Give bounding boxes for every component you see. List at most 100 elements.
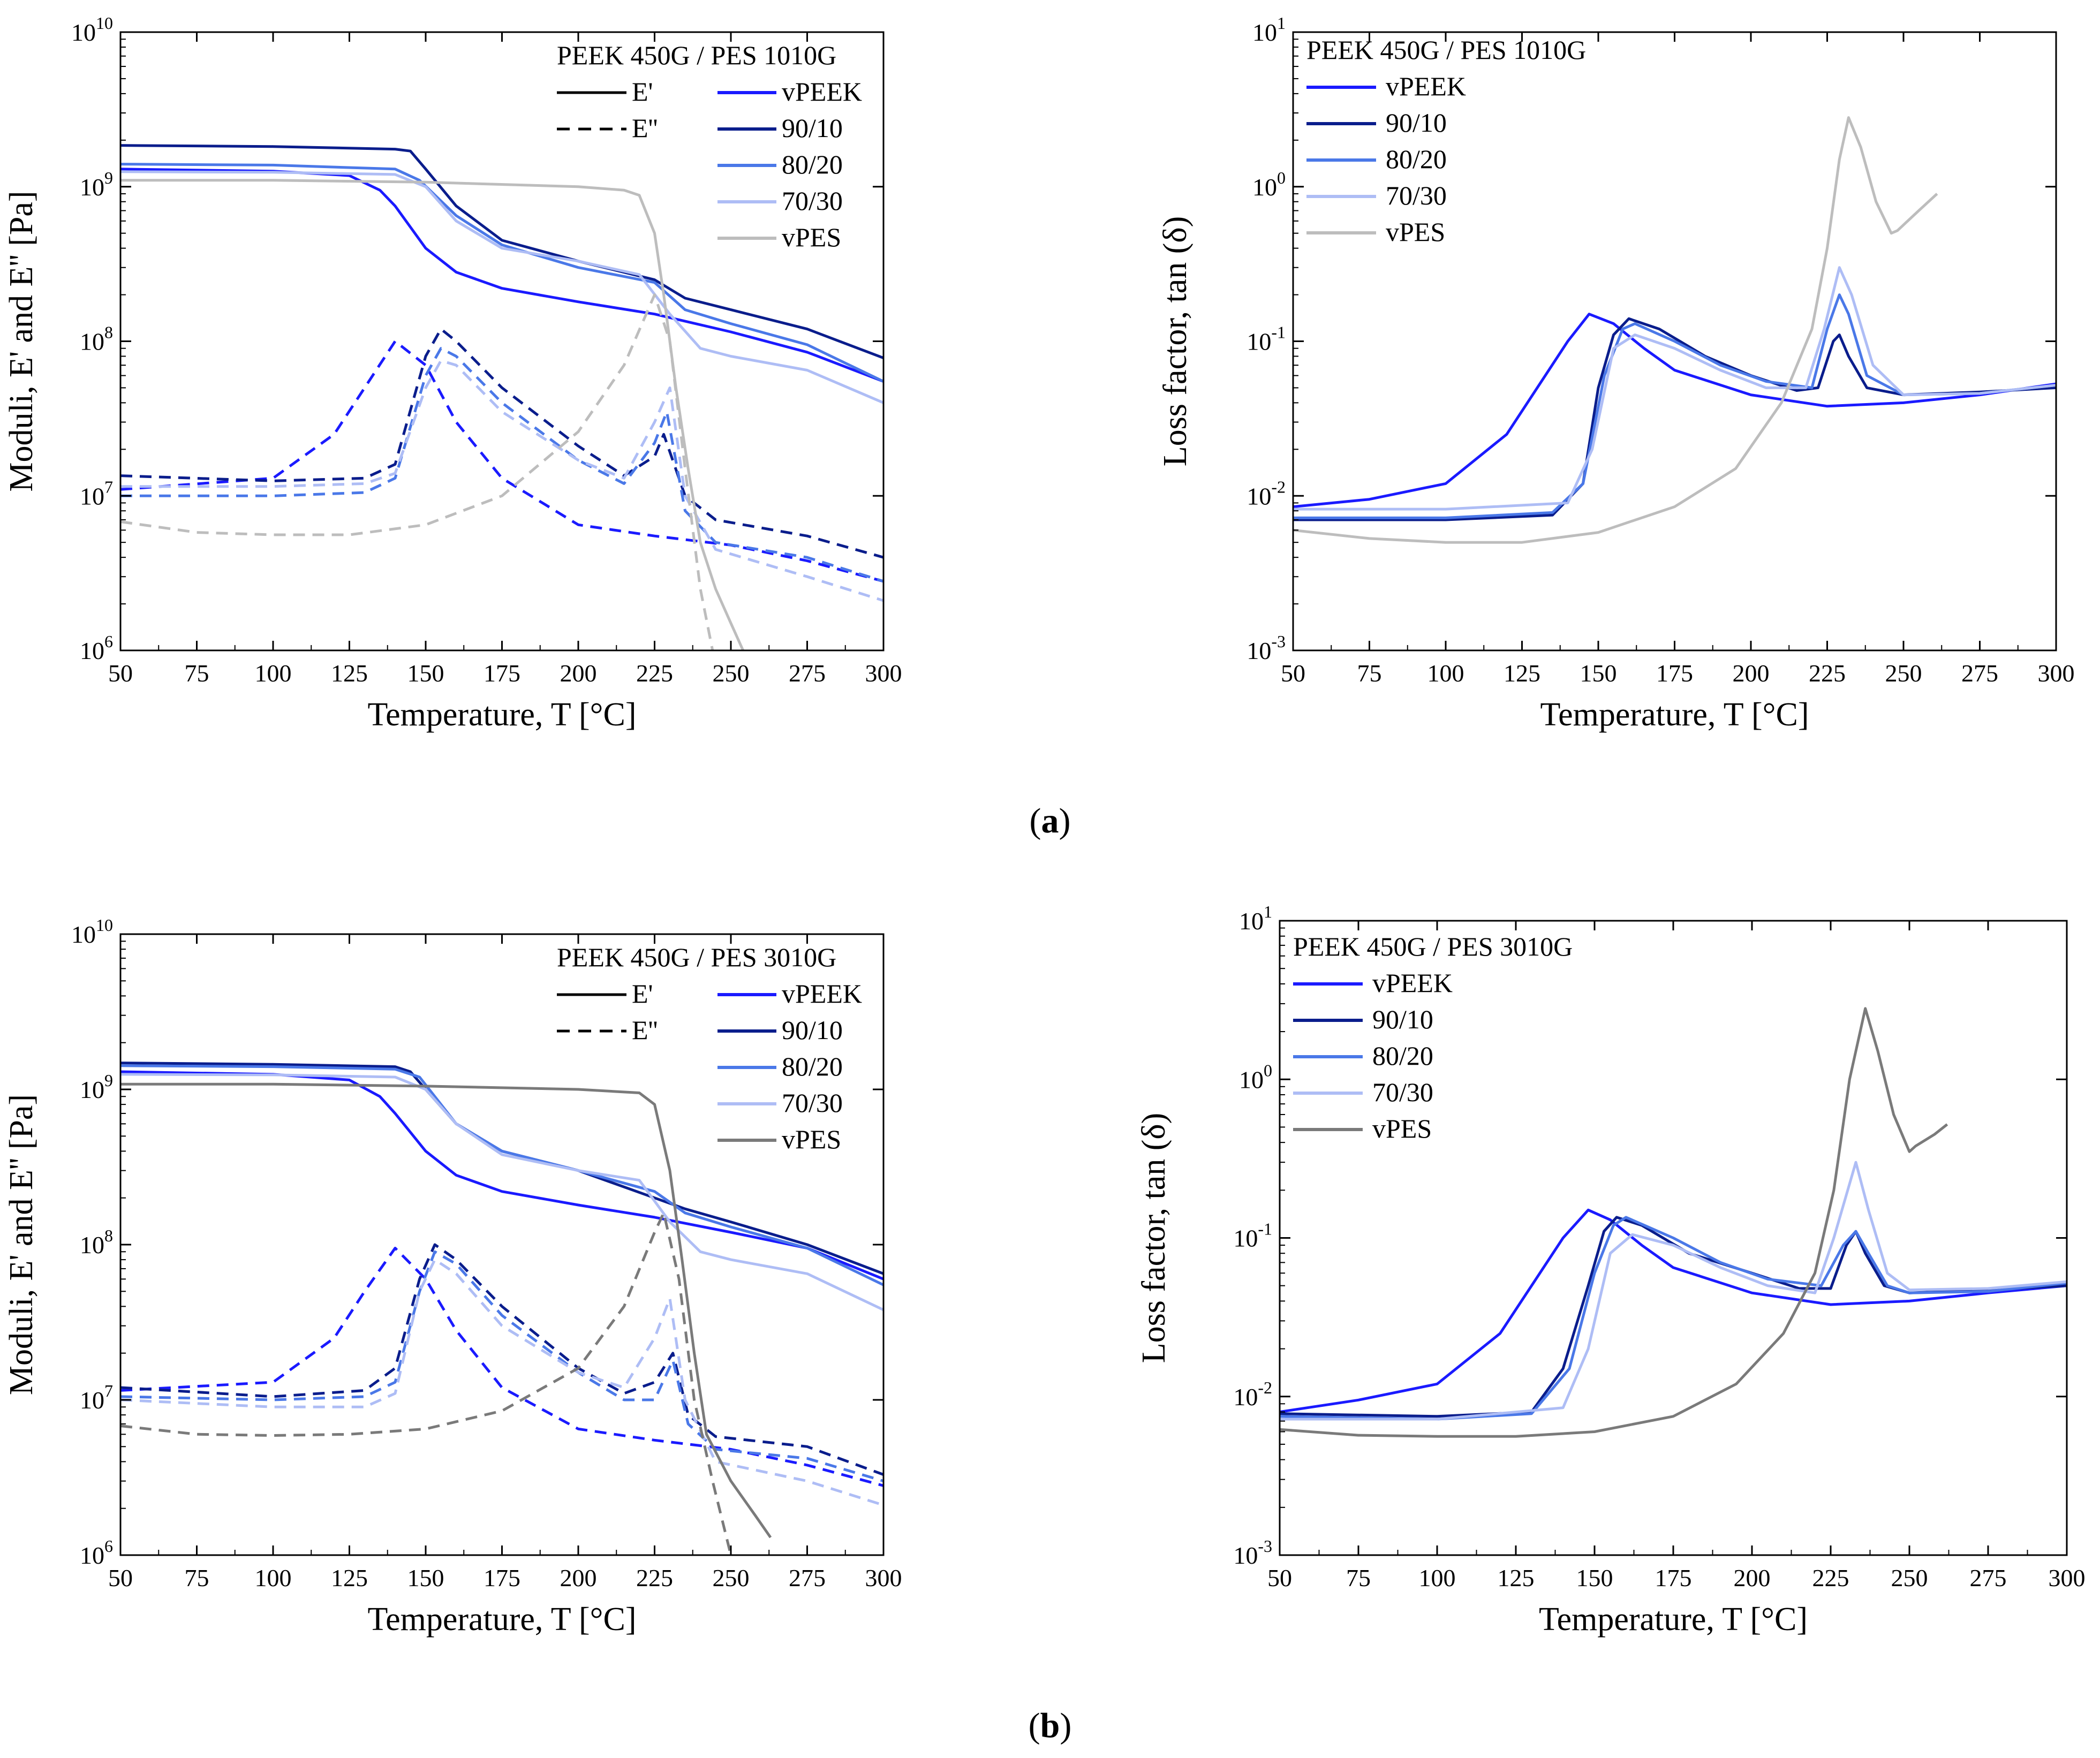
series-9010-values-line bbox=[1280, 1216, 2067, 1418]
y-tick-base: 10 bbox=[1233, 1225, 1258, 1252]
y-tick-exponent: -3 bbox=[1258, 1536, 1272, 1556]
series-vpes-eprime-line bbox=[120, 179, 745, 650]
legend-label: 80/20 bbox=[782, 149, 843, 179]
legend-title: PEEK 450G / PES 3010G bbox=[557, 942, 836, 972]
y-tick-exponent: 0 bbox=[1277, 168, 1286, 187]
series-9010-edouble-line bbox=[120, 1243, 883, 1476]
series-vpeek-edouble-line bbox=[120, 340, 883, 583]
y-tick-base: 10 bbox=[1233, 1542, 1258, 1569]
legend-label: vPES bbox=[1372, 1113, 1432, 1143]
y-tick-base: 10 bbox=[80, 1542, 104, 1569]
y-tick-base: 10 bbox=[71, 921, 96, 948]
y-tick-label: 109 bbox=[80, 1071, 113, 1103]
series-9010-eprime-line bbox=[120, 144, 883, 360]
x-tick-label: 300 bbox=[865, 1564, 902, 1592]
series-vpes-edouble-line bbox=[120, 1211, 732, 1555]
y-tick-exponent: 1 bbox=[1264, 902, 1272, 921]
y-tick-base: 10 bbox=[80, 1386, 104, 1414]
chart-b-moduli: 50 75 100 125 150 175 200 225 250 275 300106107108… bbox=[3, 915, 902, 1638]
legend: PEEK 450G / PES 3010G vPEEK 90/10 80/20 70/3… bbox=[1293, 931, 1573, 1143]
y-tick-label: 109 bbox=[80, 168, 113, 201]
plot-frame bbox=[119, 933, 885, 1556]
x-tick-label: 225 bbox=[636, 660, 673, 687]
x-tick-label: 175 bbox=[1655, 1564, 1692, 1592]
x-tick-label: 175 bbox=[484, 660, 520, 687]
series-vpes-values-line bbox=[1280, 1007, 1948, 1438]
y-tick-exponent: -2 bbox=[1271, 477, 1286, 496]
y-tick-label: 108 bbox=[80, 1226, 113, 1259]
y-tick-label: 10-2 bbox=[1233, 1378, 1272, 1411]
y-axis-label: Loss factor, tan (δ) bbox=[1136, 1113, 1172, 1363]
y-tick-exponent: 7 bbox=[104, 1381, 113, 1400]
legend: PEEK 450G / PES 1010G E' E'' vPEEK 90/10 80/2… bbox=[557, 40, 862, 252]
x-tick-label: 50 bbox=[108, 660, 133, 687]
y-tick-label: 100 bbox=[1239, 1060, 1272, 1093]
y-tick-base: 10 bbox=[1247, 328, 1271, 355]
x-tick-label: 225 bbox=[1812, 1564, 1849, 1592]
chart-a-moduli: 50 75 100 125 150 175 200 225 250 275 300106107108… bbox=[3, 13, 902, 733]
x-tick-label: 250 bbox=[713, 660, 750, 687]
x-tick-label: 300 bbox=[2038, 660, 2075, 687]
legend-label: vPES bbox=[1386, 217, 1445, 247]
y-tick-exponent: -3 bbox=[1271, 632, 1286, 651]
legend-title: PEEK 450G / PES 1010G bbox=[1306, 35, 1586, 65]
plot-area bbox=[1280, 1007, 2067, 1438]
x-tick-label: 175 bbox=[1656, 660, 1693, 687]
legend-label: 70/30 bbox=[782, 1088, 843, 1118]
x-tick-label: 275 bbox=[1961, 660, 1998, 687]
plot-area bbox=[1293, 116, 2056, 544]
y-tick-label: 10-3 bbox=[1233, 1536, 1272, 1569]
chart-a-tan: 50 75 100 125 150 175 200 225 250 275 30010-310-21… bbox=[1157, 13, 2075, 733]
series-9010-eprime-line bbox=[120, 1062, 883, 1275]
y-tick-label: 108 bbox=[80, 323, 113, 355]
y-tick-label: 107 bbox=[80, 477, 113, 510]
x-tick-label: 75 bbox=[1346, 1564, 1371, 1592]
y-axis-label: Loss factor, tan (δ) bbox=[1157, 216, 1193, 466]
series-vpes-values-line bbox=[1293, 116, 1938, 544]
y-tick-exponent: 7 bbox=[104, 477, 113, 496]
y-tick-label: 101 bbox=[1239, 902, 1272, 935]
y-tick-exponent: 0 bbox=[1264, 1060, 1272, 1080]
series-9010-edouble-line bbox=[120, 328, 883, 559]
series-8020-values-line bbox=[1293, 293, 2056, 519]
x-tick-label: 200 bbox=[560, 1564, 597, 1592]
y-tick-label: 1010 bbox=[71, 13, 113, 46]
x-tick-label: 225 bbox=[636, 1564, 673, 1592]
x-tick-label: 50 bbox=[1281, 660, 1305, 687]
x-tick-label: 200 bbox=[1734, 1564, 1771, 1592]
y-tick-label: 10-1 bbox=[1247, 323, 1286, 355]
legend-label-style: E'' bbox=[632, 113, 658, 143]
legend-label: 80/20 bbox=[1386, 144, 1447, 174]
series-8020-edouble-line bbox=[120, 347, 883, 583]
x-tick-label: 250 bbox=[1885, 660, 1922, 687]
x-tick-label: 100 bbox=[255, 1564, 292, 1592]
x-tick-label: 175 bbox=[484, 1564, 520, 1592]
legend: PEEK 450G / PES 1010G vPEEK 90/10 80/20 70/3… bbox=[1306, 35, 1586, 247]
series-7030-eprime-line bbox=[120, 170, 883, 404]
series-8020-values-line bbox=[1280, 1216, 2067, 1421]
legend-label: vPEEK bbox=[782, 77, 862, 107]
y-tick-exponent: -1 bbox=[1271, 323, 1286, 342]
x-tick-label: 150 bbox=[407, 660, 444, 687]
panel-paren-close: ) bbox=[1059, 801, 1071, 840]
series-vpeek-values-line bbox=[1293, 313, 2056, 509]
y-tick-label: 106 bbox=[80, 632, 113, 664]
x-tick-label: 150 bbox=[1580, 660, 1617, 687]
legend-label: 70/30 bbox=[1372, 1077, 1433, 1107]
panel-letter: b bbox=[1040, 1706, 1060, 1745]
chart-b-tan: 50 75 100 125 150 175 200 225 250 275 30010-310-21… bbox=[1136, 902, 2086, 1638]
legend-label: vPEEK bbox=[782, 979, 862, 1009]
panel-paren-close: ) bbox=[1060, 1706, 1071, 1745]
y-tick-label: 10-2 bbox=[1247, 477, 1286, 510]
legend-label-style: E' bbox=[632, 979, 653, 1009]
y-tick-label: 10-3 bbox=[1247, 632, 1286, 664]
y-tick-exponent: 9 bbox=[104, 1071, 113, 1090]
x-tick-label: 250 bbox=[713, 1564, 750, 1592]
panel-label: (a) bbox=[1030, 801, 1071, 840]
y-tick-exponent: 9 bbox=[104, 168, 113, 187]
panel-letter: a bbox=[1041, 801, 1059, 840]
x-tick-label: 75 bbox=[1357, 660, 1382, 687]
y-tick-base: 10 bbox=[80, 1231, 104, 1259]
legend-label: 70/30 bbox=[1386, 180, 1447, 210]
